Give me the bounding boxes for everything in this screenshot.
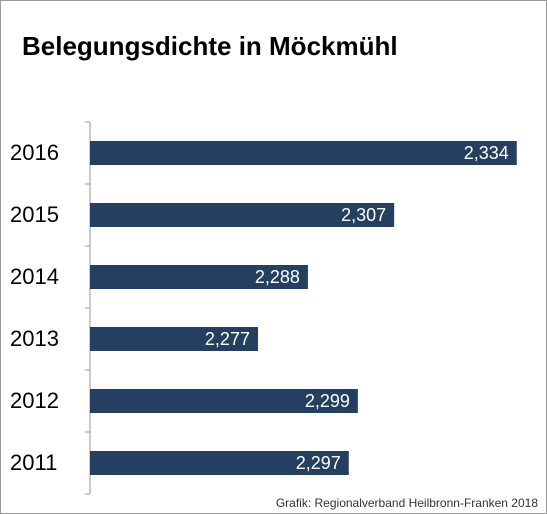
y-tick-label: 2011	[10, 450, 57, 475]
bar	[90, 203, 395, 227]
value-label: 2,297	[296, 453, 341, 473]
value-label: 2,299	[305, 391, 350, 411]
bar	[90, 327, 258, 351]
value-label: 2,334	[464, 143, 509, 163]
bar	[90, 389, 358, 413]
value-label: 2,307	[341, 205, 386, 225]
value-label: 2,288	[255, 267, 300, 287]
bar	[90, 265, 308, 289]
y-tick-label: 2016	[10, 140, 59, 165]
y-tick-label: 2013	[10, 326, 59, 351]
y-tick-label: 2012	[10, 388, 59, 413]
bar	[90, 141, 517, 165]
bar	[90, 451, 349, 475]
chart-title: Belegungsdichte in Möckmühl	[22, 31, 398, 61]
source: Grafik: Regionalverband Heilbronn-Franke…	[276, 496, 538, 510]
y-tick-label: 2014	[10, 264, 59, 289]
y-tick-label: 2015	[10, 202, 59, 227]
value-label: 2,277	[205, 329, 250, 349]
